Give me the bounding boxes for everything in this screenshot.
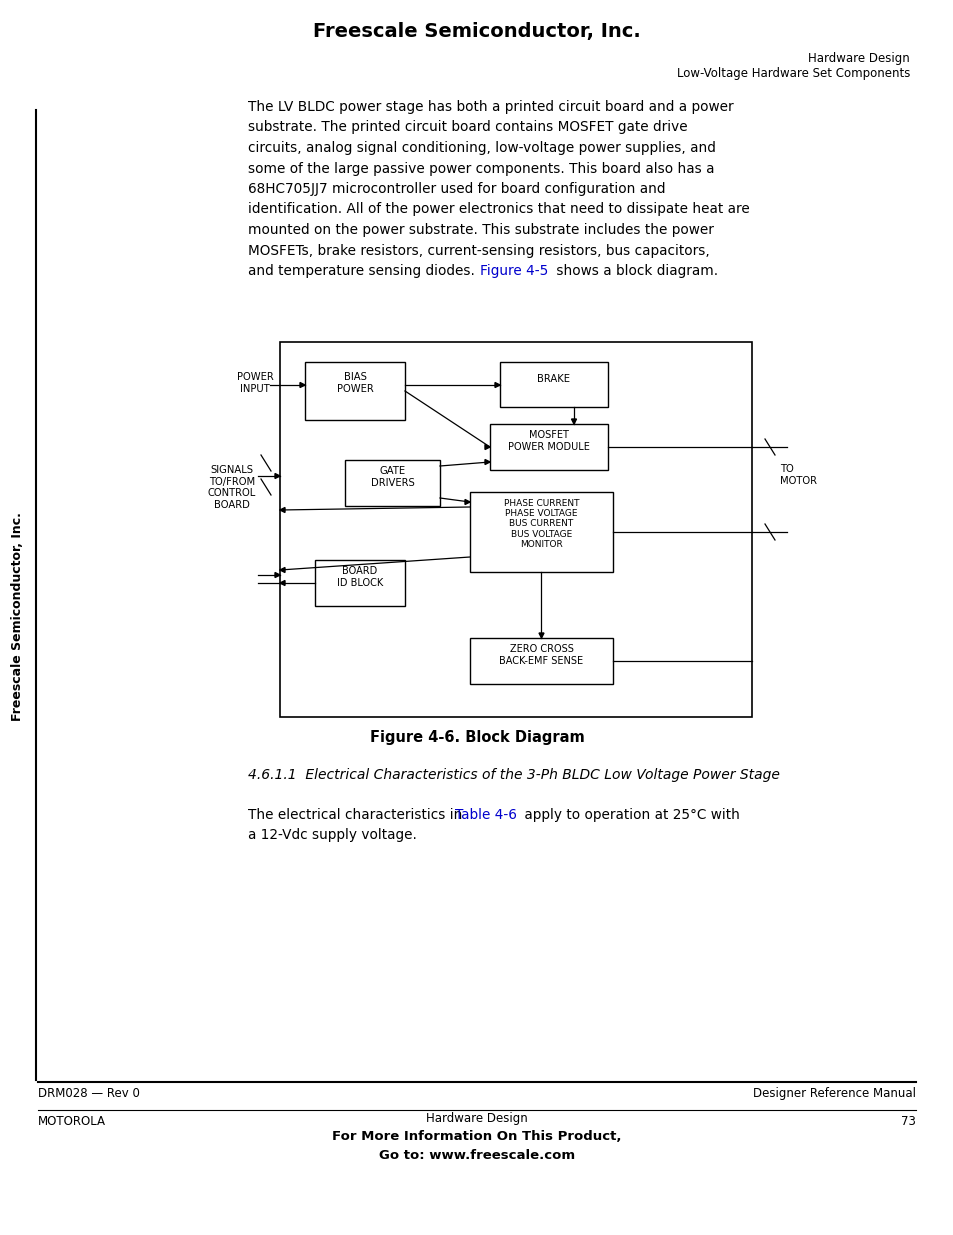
Text: mounted on the power substrate. This substrate includes the power: mounted on the power substrate. This sub… — [248, 224, 713, 237]
Text: MOSFETs, brake resistors, current-sensing resistors, bus capacitors,: MOSFETs, brake resistors, current-sensin… — [248, 243, 709, 258]
Bar — [345, 459, 439, 506]
Polygon shape — [274, 473, 280, 478]
Text: For More Information On This Product,: For More Information On This Product, — [332, 1130, 621, 1144]
Text: 4.6.1.1  Electrical Characteristics of the 3-Ph BLDC Low Voltage Power Stage: 4.6.1.1 Electrical Characteristics of th… — [248, 768, 779, 782]
Text: SIGNALS
TO/FROM
CONTROL
BOARD: SIGNALS TO/FROM CONTROL BOARD — [208, 466, 255, 510]
Text: substrate. The printed circuit board contains MOSFET gate drive: substrate. The printed circuit board con… — [248, 121, 687, 135]
Text: Table 4-6: Table 4-6 — [455, 808, 517, 823]
Text: MOTOROLA: MOTOROLA — [38, 1115, 106, 1128]
Polygon shape — [495, 383, 499, 388]
Text: 73: 73 — [901, 1115, 915, 1128]
Text: a 12-Vdc supply voltage.: a 12-Vdc supply voltage. — [248, 829, 416, 842]
Bar — [280, 342, 751, 718]
Text: GATE
DRIVERS: GATE DRIVERS — [370, 466, 414, 488]
Text: and temperature sensing diodes.: and temperature sensing diodes. — [248, 264, 478, 278]
Bar — [305, 362, 405, 420]
Polygon shape — [538, 634, 543, 638]
Text: The electrical characteristics in: The electrical characteristics in — [248, 808, 466, 823]
Bar — [499, 362, 607, 408]
Text: Low-Voltage Hardware Set Components: Low-Voltage Hardware Set Components — [676, 67, 909, 80]
Text: TO
MOTOR: TO MOTOR — [780, 464, 816, 485]
Text: DRM028 — Rev 0: DRM028 — Rev 0 — [38, 1087, 140, 1100]
Text: Designer Reference Manual: Designer Reference Manual — [752, 1087, 915, 1100]
Polygon shape — [280, 568, 285, 573]
Text: ZERO CROSS
BACK-EMF SENSE: ZERO CROSS BACK-EMF SENSE — [499, 645, 583, 666]
Text: The LV BLDC power stage has both a printed circuit board and a power: The LV BLDC power stage has both a print… — [248, 100, 733, 114]
Text: Go to: www.freescale.com: Go to: www.freescale.com — [378, 1149, 575, 1162]
Polygon shape — [484, 459, 490, 464]
Text: Hardware Design: Hardware Design — [807, 52, 909, 65]
Text: circuits, analog signal conditioning, low-voltage power supplies, and: circuits, analog signal conditioning, lo… — [248, 141, 715, 156]
Text: BOARD
ID BLOCK: BOARD ID BLOCK — [336, 566, 383, 588]
Polygon shape — [464, 499, 470, 505]
Polygon shape — [274, 573, 280, 578]
Polygon shape — [299, 383, 305, 388]
Text: apply to operation at 25°C with: apply to operation at 25°C with — [519, 808, 740, 823]
Bar — [314, 559, 405, 606]
Polygon shape — [280, 580, 285, 585]
Polygon shape — [571, 419, 576, 424]
Text: Figure 4-5: Figure 4-5 — [479, 264, 548, 278]
Polygon shape — [280, 508, 285, 513]
Text: BRAKE: BRAKE — [537, 373, 570, 384]
Polygon shape — [484, 445, 490, 450]
Bar — [490, 424, 607, 471]
Text: MOSFET
POWER MODULE: MOSFET POWER MODULE — [508, 430, 589, 452]
Text: Figure 4-6. Block Diagram: Figure 4-6. Block Diagram — [369, 730, 584, 745]
Text: POWER
INPUT: POWER INPUT — [236, 372, 274, 394]
Text: BIAS
POWER: BIAS POWER — [336, 372, 373, 394]
Bar — [470, 638, 613, 684]
Text: 68HC705JJ7 microcontroller used for board configuration and: 68HC705JJ7 microcontroller used for boar… — [248, 182, 665, 196]
Bar — [470, 492, 613, 572]
Text: identification. All of the power electronics that need to dissipate heat are: identification. All of the power electro… — [248, 203, 749, 216]
Text: Freescale Semiconductor, Inc.: Freescale Semiconductor, Inc. — [11, 513, 25, 721]
Text: PHASE CURRENT
PHASE VOLTAGE
BUS CURRENT
BUS VOLTAGE
MONITOR: PHASE CURRENT PHASE VOLTAGE BUS CURRENT … — [503, 499, 578, 550]
Text: some of the large passive power components. This board also has a: some of the large passive power componen… — [248, 162, 714, 175]
Text: shows a block diagram.: shows a block diagram. — [552, 264, 718, 278]
Text: Freescale Semiconductor, Inc.: Freescale Semiconductor, Inc. — [313, 22, 640, 41]
Text: Hardware Design: Hardware Design — [426, 1112, 527, 1125]
